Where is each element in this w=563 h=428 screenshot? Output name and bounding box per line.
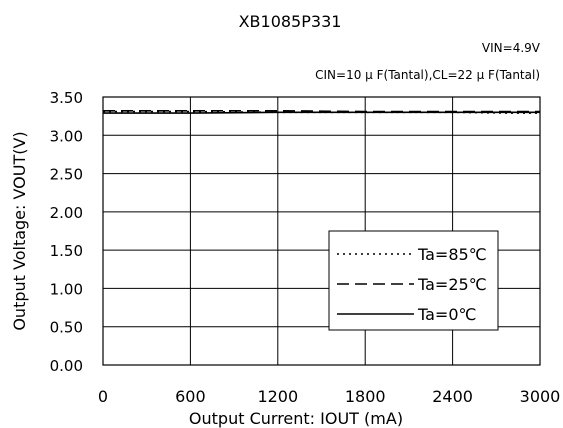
y-tick-label: 3.50 (50, 89, 83, 107)
legend-label: Ta=25℃ (417, 275, 487, 294)
y-tick-label: 2.50 (50, 166, 83, 184)
x-tick-label: 2400 (432, 387, 473, 406)
y-tick-label: 2.00 (50, 204, 83, 222)
annotation-capacitors: CIN=10 μ F(Tantal),CL=22 μ F(Tantal) (315, 68, 540, 82)
legend-label: Ta=85℃ (417, 245, 487, 264)
y-tick-label: 1.50 (50, 242, 83, 260)
x-tick-labels: 0 600 1200 1800 2400 3000 (98, 387, 560, 406)
y-axis-label: Output Voltage: VOUT(V) (10, 131, 29, 330)
annotation-vin: VIN=4.9V (482, 41, 541, 55)
y-tick-label: 0.50 (50, 319, 83, 337)
x-tick-label: 3000 (520, 387, 561, 406)
chart-title: XB1085P331 (239, 12, 342, 31)
y-tick-label: 0.00 (50, 357, 83, 375)
x-tick-label: 1800 (345, 387, 386, 406)
series-line (103, 111, 540, 114)
grid (103, 97, 540, 365)
plot-area (102, 96, 541, 366)
x-tick-label: 1200 (257, 387, 298, 406)
y-tick-label: 3.00 (50, 127, 83, 145)
y-tick-label: 1.00 (50, 280, 83, 298)
x-axis-label: Output Current: IOUT (mA) (189, 409, 403, 428)
x-tick-label: 0 (98, 387, 108, 406)
series-line (103, 109, 540, 113)
y-tick-labels: 0.00 0.50 1.00 1.50 2.00 2.50 3.00 3.50 (50, 89, 83, 375)
legend: Ta=85℃ Ta=25℃ Ta=0℃ (328, 230, 499, 331)
series-lines (103, 109, 540, 114)
x-tick-label: 600 (175, 387, 206, 406)
legend-label: Ta=0℃ (417, 305, 477, 324)
